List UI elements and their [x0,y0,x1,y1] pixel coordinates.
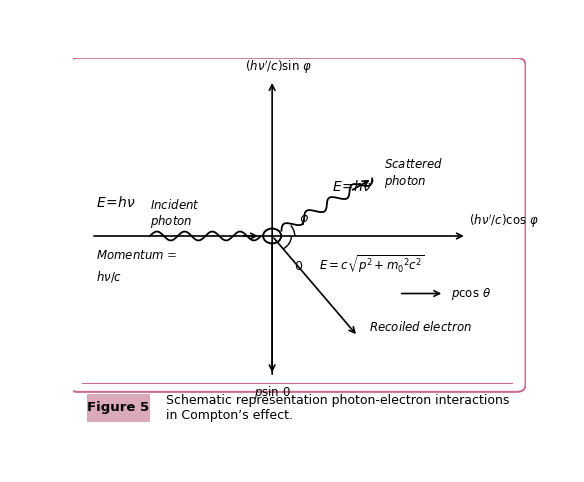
Text: $\mathit{h\nu/c}$: $\mathit{h\nu/c}$ [96,269,122,284]
Text: $\mathit{(h\nu^{\prime}/c)}\sin\,\varphi$: $\mathit{(h\nu^{\prime}/c)}\sin\,\varphi… [245,59,312,76]
Text: Figure 5: Figure 5 [87,402,150,415]
Text: $\varphi$: $\varphi$ [299,213,310,227]
Text: $\mathit{photon}$: $\mathit{photon}$ [384,173,426,189]
Text: $0$: $0$ [294,260,303,273]
Text: $\mathit{photon}$: $\mathit{photon}$ [150,214,193,230]
Text: $\mathbf{\mathit{E}}=\mathbf{\mathit{c}}\sqrt{\mathbf{\mathit{p}}^2+\mathbf{\mat: $\mathbf{\mathit{E}}=\mathbf{\mathit{c}}… [319,254,425,276]
Text: $\mathbf{\mathit{E}}\!=\!\mathbf{\mathit{h\nu^{\prime}}}$: $\mathbf{\mathit{E}}\!=\!\mathbf{\mathit… [332,180,375,195]
Text: $\mathit{p}\sin\,0$: $\mathit{p}\sin\,0$ [254,385,290,402]
FancyBboxPatch shape [68,58,526,392]
Text: $\mathit{Momentum}$ =: $\mathit{Momentum}$ = [96,249,177,262]
Text: Schematic representation photon-electron interactions: Schematic representation photon-electron… [166,394,509,407]
Text: $\mathit{p}\cos\,\theta$: $\mathit{p}\cos\,\theta$ [451,285,491,302]
Text: $\mathit{Recoiled\;electron}$: $\mathit{Recoiled\;electron}$ [369,320,472,334]
Text: $\mathit{Incident}$: $\mathit{Incident}$ [150,198,200,212]
Text: $\mathit{Scattered}$: $\mathit{Scattered}$ [384,157,443,171]
FancyBboxPatch shape [86,394,150,422]
Text: $\mathbf{\mathit{E}}\!=\!\mathbf{\mathit{h\nu}}$: $\mathbf{\mathit{E}}\!=\!\mathbf{\mathit… [96,195,135,210]
Text: $\mathit{(h\nu^{\prime}/c)}\cos\,\varphi$: $\mathit{(h\nu^{\prime}/c)}\cos\,\varphi… [469,213,539,230]
Text: in Compton’s effect.: in Compton’s effect. [166,409,293,422]
